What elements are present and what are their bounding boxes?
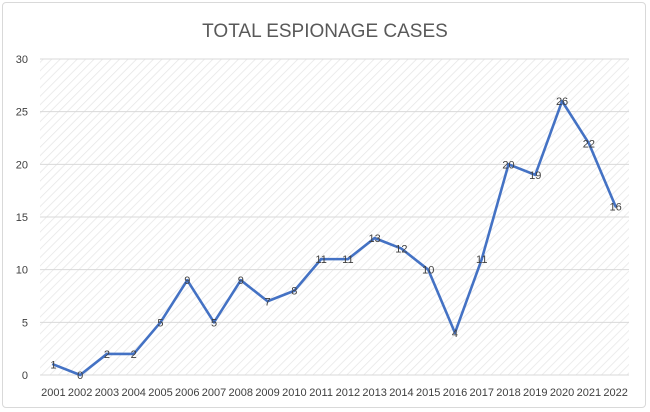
y-tick-label: 0 bbox=[22, 370, 28, 382]
data-label: 26 bbox=[556, 96, 568, 108]
data-label: 4 bbox=[452, 328, 458, 340]
data-label: 11 bbox=[476, 254, 487, 266]
data-point bbox=[507, 163, 510, 166]
x-tick-label: 2012 bbox=[336, 387, 360, 399]
data-point bbox=[105, 352, 109, 356]
x-tick-label: 2015 bbox=[416, 387, 440, 399]
x-tick-label: 2018 bbox=[496, 387, 520, 399]
data-point bbox=[319, 257, 323, 261]
series-layer bbox=[52, 99, 617, 377]
data-label: 13 bbox=[369, 233, 381, 245]
y-tick-label: 30 bbox=[16, 54, 28, 66]
data-label: 9 bbox=[238, 275, 244, 287]
y-tick-label: 20 bbox=[16, 159, 28, 171]
data-label: 19 bbox=[529, 170, 541, 182]
chart-title: TOTAL ESPIONAGE CASES bbox=[202, 21, 448, 42]
data-point bbox=[186, 279, 189, 282]
x-tick-label: 2014 bbox=[389, 387, 413, 399]
x-tick-label: 2008 bbox=[229, 387, 253, 399]
data-label: 2 bbox=[131, 349, 137, 361]
y-tick-label: 10 bbox=[16, 265, 28, 277]
x-tick-label: 2007 bbox=[202, 387, 226, 399]
data-point bbox=[373, 236, 376, 240]
data-point bbox=[52, 363, 55, 366]
y-tick-label: 25 bbox=[16, 107, 28, 119]
data-point bbox=[266, 300, 269, 303]
data-point bbox=[132, 352, 135, 356]
data-point bbox=[293, 289, 296, 292]
data-label: 20 bbox=[502, 159, 514, 171]
y-tick-label: 15 bbox=[16, 212, 28, 224]
data-point bbox=[346, 257, 350, 261]
data-label: 8 bbox=[291, 286, 297, 298]
y-tick-label: 5 bbox=[22, 317, 28, 329]
x-tick-label: 2020 bbox=[550, 387, 574, 399]
data-point bbox=[453, 331, 457, 335]
data-label: 11 bbox=[315, 254, 326, 266]
series-line bbox=[52, 99, 617, 377]
data-point bbox=[614, 205, 617, 208]
data-label: 11 bbox=[342, 254, 353, 266]
data-point bbox=[534, 173, 537, 177]
x-tick-label: 2022 bbox=[603, 387, 627, 399]
x-tick-label: 2010 bbox=[282, 387, 306, 399]
x-tick-label: 2019 bbox=[523, 387, 547, 399]
x-tick-label: 2016 bbox=[443, 387, 467, 399]
data-point bbox=[560, 99, 564, 103]
x-tick-label: 2009 bbox=[255, 387, 279, 399]
x-tick-label: 2017 bbox=[470, 387, 494, 399]
x-tick-label: 2005 bbox=[148, 387, 172, 399]
data-label: 5 bbox=[157, 317, 163, 329]
data-label: 5 bbox=[211, 317, 217, 329]
data-label: 12 bbox=[395, 244, 407, 256]
x-axis: 2001 2002 2003 2004 2005 2006 2007 2008 2009 2010… bbox=[41, 387, 628, 399]
x-tick-label: 2002 bbox=[68, 387, 92, 399]
data-point bbox=[400, 247, 403, 250]
data-label: 7 bbox=[265, 296, 271, 308]
y-axis: 0 5 10 15 20 25 30 bbox=[16, 54, 28, 382]
x-tick-label: 2021 bbox=[577, 387, 601, 399]
data-label: 10 bbox=[422, 265, 434, 277]
data-point bbox=[78, 373, 82, 377]
data-point bbox=[159, 321, 162, 324]
data-point bbox=[587, 142, 591, 145]
x-tick-label: 2003 bbox=[95, 387, 119, 399]
x-tick-label: 2013 bbox=[362, 387, 386, 399]
data-label: 2 bbox=[104, 349, 110, 361]
gridlines bbox=[40, 58, 629, 376]
data-label: 1 bbox=[50, 359, 56, 371]
data-label: 16 bbox=[609, 201, 621, 213]
data-point bbox=[480, 257, 483, 261]
x-tick-label: 2011 bbox=[309, 387, 333, 399]
data-label: 9 bbox=[184, 275, 190, 287]
x-tick-label: 2001 bbox=[41, 387, 65, 399]
data-label: 0 bbox=[77, 370, 83, 382]
x-tick-label: 2006 bbox=[175, 387, 199, 399]
data-point bbox=[239, 279, 242, 282]
x-tick-label: 2004 bbox=[121, 387, 145, 399]
data-point bbox=[212, 321, 216, 324]
data-point bbox=[427, 268, 430, 271]
data-label: 22 bbox=[583, 138, 595, 150]
